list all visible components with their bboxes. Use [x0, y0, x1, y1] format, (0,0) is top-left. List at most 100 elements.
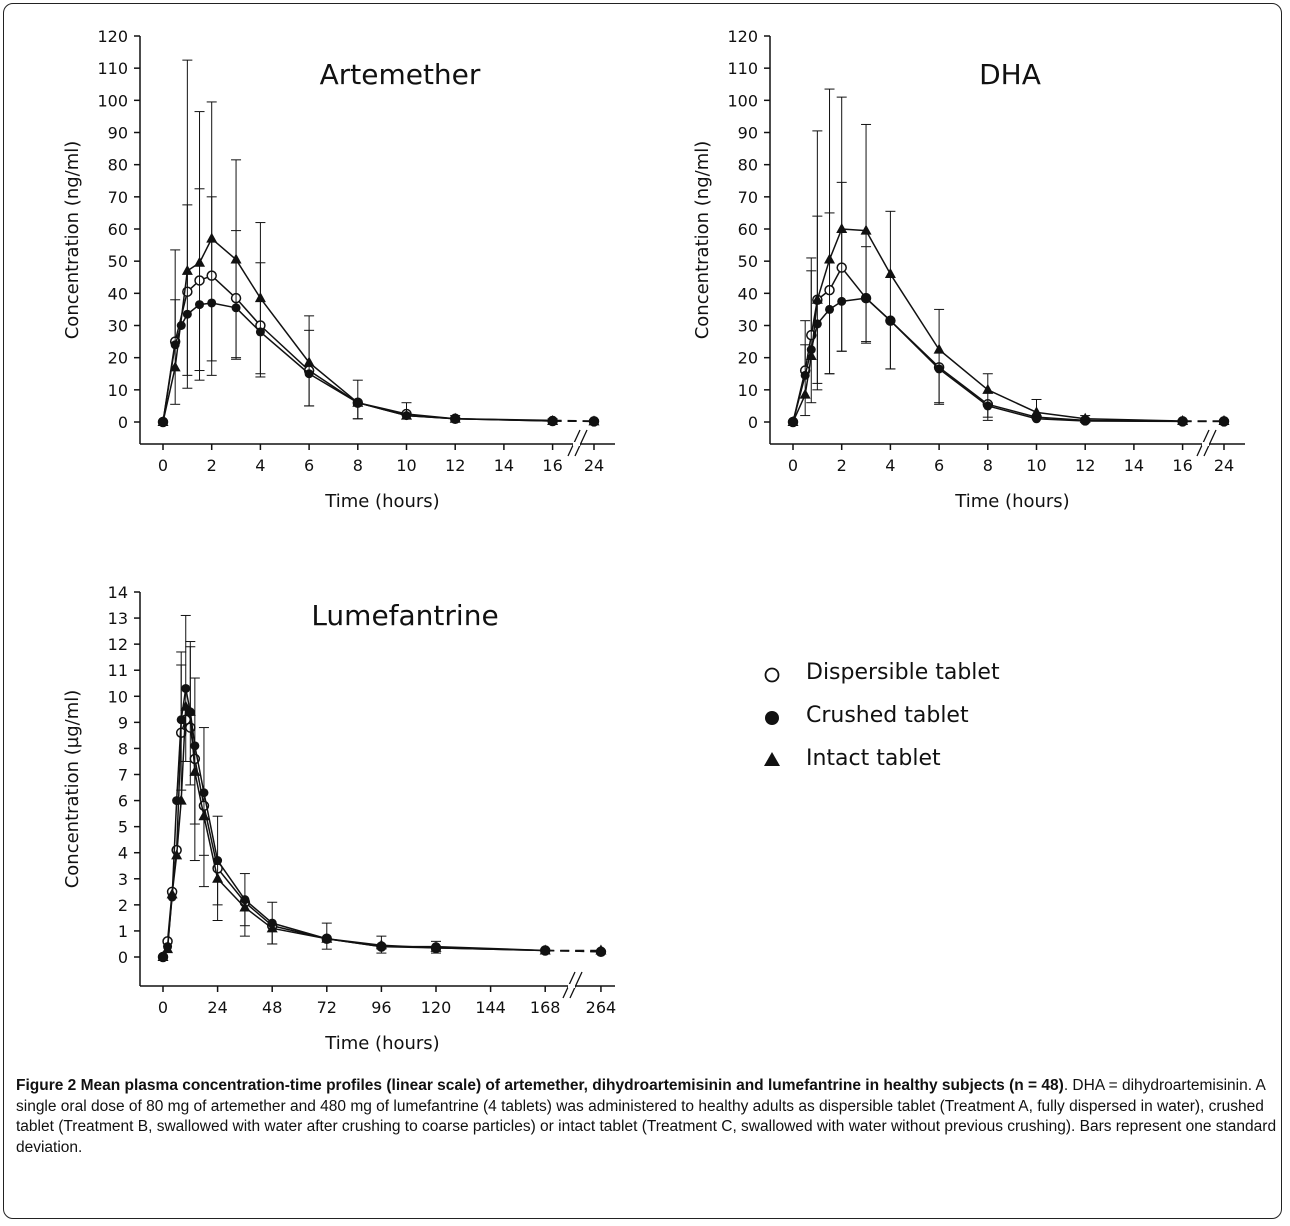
caption-title: Figure 2 Mean plasma concentration-time … — [16, 1077, 1064, 1094]
x-tick-label: 6 — [304, 456, 314, 475]
data-point — [176, 321, 186, 330]
series-line-segment — [259, 331, 310, 375]
data-point — [933, 343, 945, 354]
series-line-segment — [175, 800, 182, 856]
x-tick-label: 24 — [584, 456, 604, 475]
x-tick-label: 24 — [1214, 456, 1234, 475]
series-line-segment — [194, 758, 205, 806]
series-filled-circle — [788, 293, 1229, 427]
axis-break-gap — [573, 442, 580, 446]
data-point — [176, 715, 186, 725]
y-axis-label: Concentration (µg/ml) — [62, 690, 83, 889]
chart-title: DHA — [979, 58, 1041, 91]
data-point — [198, 810, 210, 821]
legend-marker-open-circle — [764, 667, 780, 683]
series-filled-triangle — [157, 59, 600, 426]
y-tick-label: 120 — [97, 27, 128, 46]
data-point — [982, 383, 994, 394]
x-tick-label: 72 — [317, 998, 337, 1017]
y-tick-label: 20 — [108, 349, 128, 368]
y-tick-label: 100 — [727, 91, 758, 110]
x-tick-label: 6 — [934, 456, 944, 475]
series-line-segment — [792, 394, 806, 423]
x-tick-label: 264 — [586, 998, 617, 1017]
series-line-segment — [272, 927, 327, 940]
y-tick-label: 20 — [738, 349, 758, 368]
data-point — [449, 412, 461, 423]
y-tick-label: 40 — [108, 284, 128, 303]
series-line-segment — [792, 375, 806, 423]
series-line-segment — [162, 344, 176, 423]
x-axis-label: Time (hours) — [324, 1033, 439, 1054]
data-point — [254, 292, 266, 303]
series-line-segment — [810, 299, 819, 357]
data-point — [239, 901, 251, 912]
series-line-segment — [162, 367, 176, 423]
series-line-segment — [841, 267, 867, 299]
y-tick-label: 80 — [738, 156, 758, 175]
series-line-segment — [217, 878, 246, 908]
y-tick-label: 50 — [738, 252, 758, 271]
series-line-segment — [211, 275, 237, 299]
series-line-segment — [816, 259, 831, 300]
series-line-segment — [828, 228, 843, 260]
data-point — [266, 922, 278, 933]
series-line-segment — [938, 349, 989, 391]
x-tick-label: 24 — [207, 998, 227, 1017]
y-tick-label: 70 — [108, 188, 128, 207]
data-point — [181, 683, 191, 693]
data-point — [166, 888, 178, 899]
data-point — [169, 361, 181, 372]
data-point — [194, 256, 206, 267]
y-tick-label: 110 — [97, 59, 128, 78]
y-tick-label: 10 — [738, 381, 758, 400]
y-tick-label: 11 — [108, 661, 128, 680]
legend-label-dispersible: Dispersible tablet — [806, 660, 1000, 685]
series-line-segment — [271, 922, 328, 940]
legend-marker-filled-circle — [765, 711, 779, 725]
y-tick-label: 4 — [118, 844, 128, 863]
data-point — [240, 895, 250, 905]
series-line-segment — [194, 745, 205, 793]
series-line-segment — [244, 899, 273, 924]
y-tick-label: 90 — [108, 124, 128, 143]
data-point — [199, 788, 209, 798]
axis-break-mark — [1203, 429, 1217, 457]
legend-label-intact: Intact tablet — [806, 746, 941, 771]
series-line-segment — [175, 732, 182, 851]
series-line-segment — [938, 366, 989, 405]
y-tick-label: 60 — [738, 220, 758, 239]
y-tick-label: 10 — [108, 381, 128, 400]
series-line-segment — [171, 855, 178, 895]
x-tick-label: 0 — [158, 456, 168, 475]
data-point — [539, 944, 551, 955]
data-point — [303, 356, 315, 367]
data-point — [430, 941, 442, 952]
series-open-circle — [787, 181, 1230, 428]
y-axis-label: Concentration (ng/ml) — [692, 141, 713, 340]
x-tick-label: 16 — [542, 456, 562, 475]
y-tick-label: 50 — [108, 252, 128, 271]
data-point — [884, 268, 896, 279]
x-tick-label: 168 — [530, 998, 561, 1017]
x-tick-label: 0 — [158, 998, 168, 1017]
series-open-circle — [157, 188, 600, 428]
series-line-segment — [865, 297, 891, 322]
legend — [764, 667, 780, 766]
y-tick-label: 0 — [118, 948, 128, 967]
y-tick-label: 0 — [748, 413, 758, 432]
x-tick-label: 4 — [885, 456, 895, 475]
x-tick-label: 2 — [207, 456, 217, 475]
data-point — [787, 416, 799, 426]
data-point — [1218, 415, 1230, 426]
data-point — [860, 224, 872, 235]
data-point — [189, 765, 201, 776]
y-tick-label: 9 — [118, 713, 128, 732]
axis-break-gap — [568, 984, 575, 988]
x-tick-label: 12 — [1075, 456, 1095, 475]
series-line-segment — [171, 800, 178, 898]
series-filled-triangle — [157, 700, 607, 961]
x-tick-label: 0 — [788, 456, 798, 475]
